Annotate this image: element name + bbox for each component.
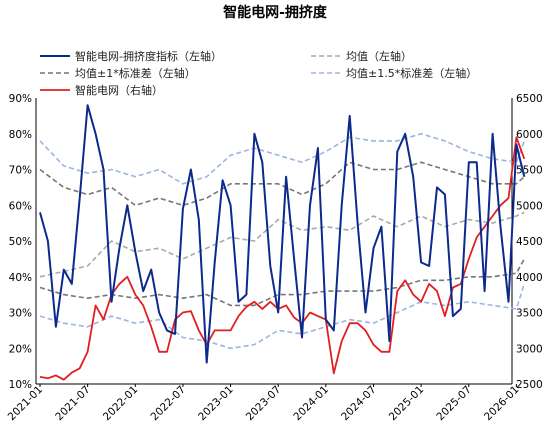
- legend-label-mean: 均值（左轴）: [346, 49, 412, 63]
- y-right-tick-label: 4000: [516, 272, 543, 284]
- y-right-tick-label: 3000: [516, 343, 543, 355]
- y-right-tick-label: 5500: [516, 165, 543, 177]
- x-tick-label: 2024-01: [291, 384, 331, 424]
- y-left-tick-label: 60%: [9, 200, 32, 212]
- legend-label-band1: 均值±1*标准差（左轴）: [75, 66, 196, 80]
- x-tick-label: 2026-01: [482, 384, 522, 424]
- y-left-tick-label: 80%: [9, 129, 32, 141]
- y-right-tick-label: 2500: [516, 379, 543, 391]
- y-left-tick-label: 90%: [9, 93, 32, 105]
- series-line-band1: [39, 258, 526, 307]
- y-left-tick-label: 30%: [9, 308, 32, 320]
- y-right-tick-label: 4500: [516, 236, 543, 248]
- x-tick-label: 2022-07: [149, 384, 189, 424]
- series-line-mean: [39, 211, 525, 278]
- y-right-tick-label: 5000: [516, 200, 543, 212]
- series-line-index: [39, 136, 526, 381]
- legend-label-band15: 均值±1.5*标准差（左轴）: [346, 66, 477, 80]
- x-tick-label: 2025-01: [387, 384, 427, 424]
- x-tick-label: 2023-01: [196, 384, 236, 424]
- x-tick-label: 2024-07: [339, 384, 379, 424]
- x-tick-label: 2021-07: [53, 384, 93, 424]
- legend-label-crowding: 智能电网-拥挤度指标（左轴）: [75, 49, 222, 63]
- y-right-tick-label: 3500: [516, 308, 543, 320]
- x-tick-label: 2025-07: [434, 384, 474, 424]
- y-left-tick-label: 50%: [9, 236, 32, 248]
- y-left-tick-label: 10%: [9, 379, 32, 391]
- x-tick-label: 2023-07: [244, 384, 284, 424]
- y-right-tick-label: 6000: [516, 129, 543, 141]
- chart-title: 智能电网-拥挤度: [223, 5, 327, 21]
- series-line-band15: [39, 283, 526, 350]
- series-line-band15: [39, 133, 526, 185]
- y-left-tick-label: 20%: [9, 343, 32, 355]
- x-tick-label: 2022-01: [101, 384, 141, 424]
- legend-label-index: 智能电网（右轴）: [75, 83, 163, 97]
- series-line-band1: [39, 161, 525, 207]
- y-left-tick-label: 70%: [9, 165, 32, 177]
- y-left-tick-label: 40%: [9, 272, 32, 284]
- series-line-crowding: [39, 104, 526, 364]
- y-right-tick-label: 6500: [516, 93, 543, 105]
